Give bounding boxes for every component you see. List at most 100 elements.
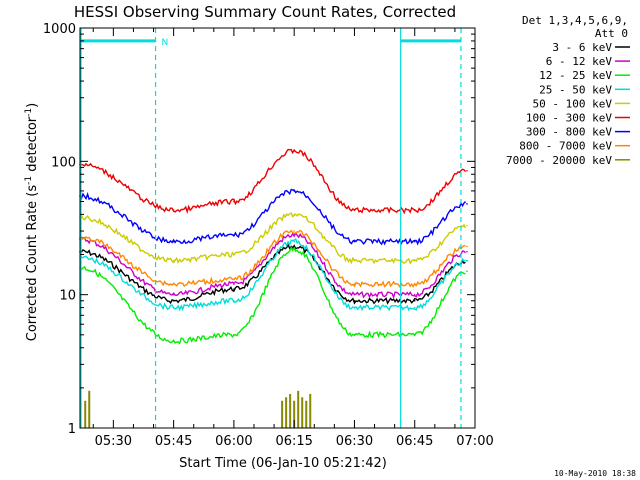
series-line xyxy=(79,245,466,345)
legend-header: Det 1,3,4,5,6,9, xyxy=(522,14,628,27)
series-layer xyxy=(79,148,468,428)
series-6 xyxy=(79,188,468,246)
y-tick-label: 1000 xyxy=(43,22,76,37)
data-point xyxy=(293,213,295,216)
data-point xyxy=(293,234,295,236)
data-point xyxy=(413,299,416,302)
legend-label: 50 - 100 keV xyxy=(533,97,613,110)
data-point xyxy=(466,169,468,172)
legend-label: 300 - 800 keV xyxy=(526,126,612,139)
data-point xyxy=(233,283,235,285)
data-point xyxy=(353,334,356,336)
data-point xyxy=(233,253,235,256)
series-4 xyxy=(79,212,468,265)
data-point xyxy=(353,293,356,296)
series-line xyxy=(79,243,466,305)
y-axis: 1 10 100 1000 xyxy=(43,22,475,437)
x-tick-label: 07:00 xyxy=(456,434,493,449)
legend-label: 25 - 50 keV xyxy=(539,83,612,96)
y-tick-label: 1 xyxy=(68,422,76,437)
marker-layer: N xyxy=(80,28,462,428)
data-point xyxy=(293,190,295,192)
y-axis-label-sup2: -1 xyxy=(24,108,34,117)
data-point xyxy=(466,245,468,248)
data-point xyxy=(413,334,416,336)
data-point xyxy=(172,340,175,342)
legend-label: 3 - 6 keV xyxy=(552,41,612,54)
data-point xyxy=(353,283,356,285)
y-tick-label: 100 xyxy=(51,155,76,170)
data-point xyxy=(172,299,175,302)
chart-title: HESSI Observing Summary Count Rates, Cor… xyxy=(74,3,456,21)
series-8 xyxy=(84,390,312,428)
data-point xyxy=(353,306,356,309)
data-point xyxy=(353,240,356,243)
data-point xyxy=(353,299,356,302)
series-line xyxy=(79,212,467,265)
x-axis: 05:30 05:45 06:00 06:15 06:30 06:45 07:00 xyxy=(92,28,494,449)
data-point xyxy=(233,278,235,281)
data-point xyxy=(466,259,468,262)
series-line xyxy=(79,238,466,312)
data-point xyxy=(466,270,468,272)
legend-label: 7000 - 20000 keV xyxy=(506,154,612,167)
data-point xyxy=(293,248,295,250)
series-line xyxy=(79,148,467,215)
data-point xyxy=(293,149,295,152)
data-point xyxy=(233,234,235,236)
data-point xyxy=(293,245,295,248)
y-axis-label-mid: detector xyxy=(25,116,40,176)
data-point xyxy=(466,250,468,253)
x-tick-label: 06:15 xyxy=(275,434,312,449)
data-point xyxy=(293,240,295,243)
series-3 xyxy=(79,238,468,312)
legend-label: 100 - 300 keV xyxy=(526,112,612,125)
data-point xyxy=(172,209,175,212)
series-line xyxy=(79,188,467,246)
data-point xyxy=(172,283,175,285)
series-2 xyxy=(79,245,468,345)
data-point xyxy=(413,306,416,309)
data-point xyxy=(172,259,175,262)
y-axis-label-sup1: -1 xyxy=(24,176,34,185)
data-point xyxy=(233,334,235,336)
y-axis-label: Corrected Count Rate (s-1 detector-1) xyxy=(24,103,40,341)
data-point xyxy=(233,200,235,203)
x-tick-label: 06:00 xyxy=(215,434,252,449)
legend-label: 800 - 7000 keV xyxy=(519,140,612,153)
x-axis-label: Start Time (06-Jan-10 05:21:42) xyxy=(179,456,387,471)
y-tick-label: 10 xyxy=(59,289,76,304)
data-point xyxy=(413,293,416,296)
series-7 xyxy=(79,229,468,289)
data-point xyxy=(233,288,235,290)
data-point xyxy=(413,240,416,243)
night-bar-label: N xyxy=(162,38,169,48)
data-point xyxy=(413,283,416,285)
plot-frame xyxy=(79,27,476,429)
legend-label: 6 - 12 keV xyxy=(546,55,613,68)
data-point xyxy=(466,224,468,227)
data-point xyxy=(172,306,175,309)
data-point xyxy=(466,203,468,205)
data-point xyxy=(172,240,175,243)
data-point xyxy=(233,299,235,302)
data-point xyxy=(353,259,356,262)
legend-label: 12 - 25 keV xyxy=(539,69,612,82)
y-axis-label-end: ) xyxy=(25,103,40,108)
series-line xyxy=(79,229,466,289)
x-tick-label: 06:45 xyxy=(396,434,433,449)
x-tick-label: 05:30 xyxy=(95,434,132,449)
y-axis-label-main: Corrected Count Rate (s xyxy=(25,185,40,342)
footer-date: 10-May-2010 18:38 xyxy=(554,469,636,478)
data-point xyxy=(353,209,356,212)
data-point xyxy=(172,293,175,296)
series-line xyxy=(79,231,466,300)
data-point xyxy=(413,209,416,212)
data-point xyxy=(413,259,416,262)
data-point xyxy=(293,230,295,232)
x-tick-label: 05:45 xyxy=(155,434,192,449)
x-tick-label: 06:30 xyxy=(336,434,373,449)
legend-header: Att 0 xyxy=(595,27,628,40)
